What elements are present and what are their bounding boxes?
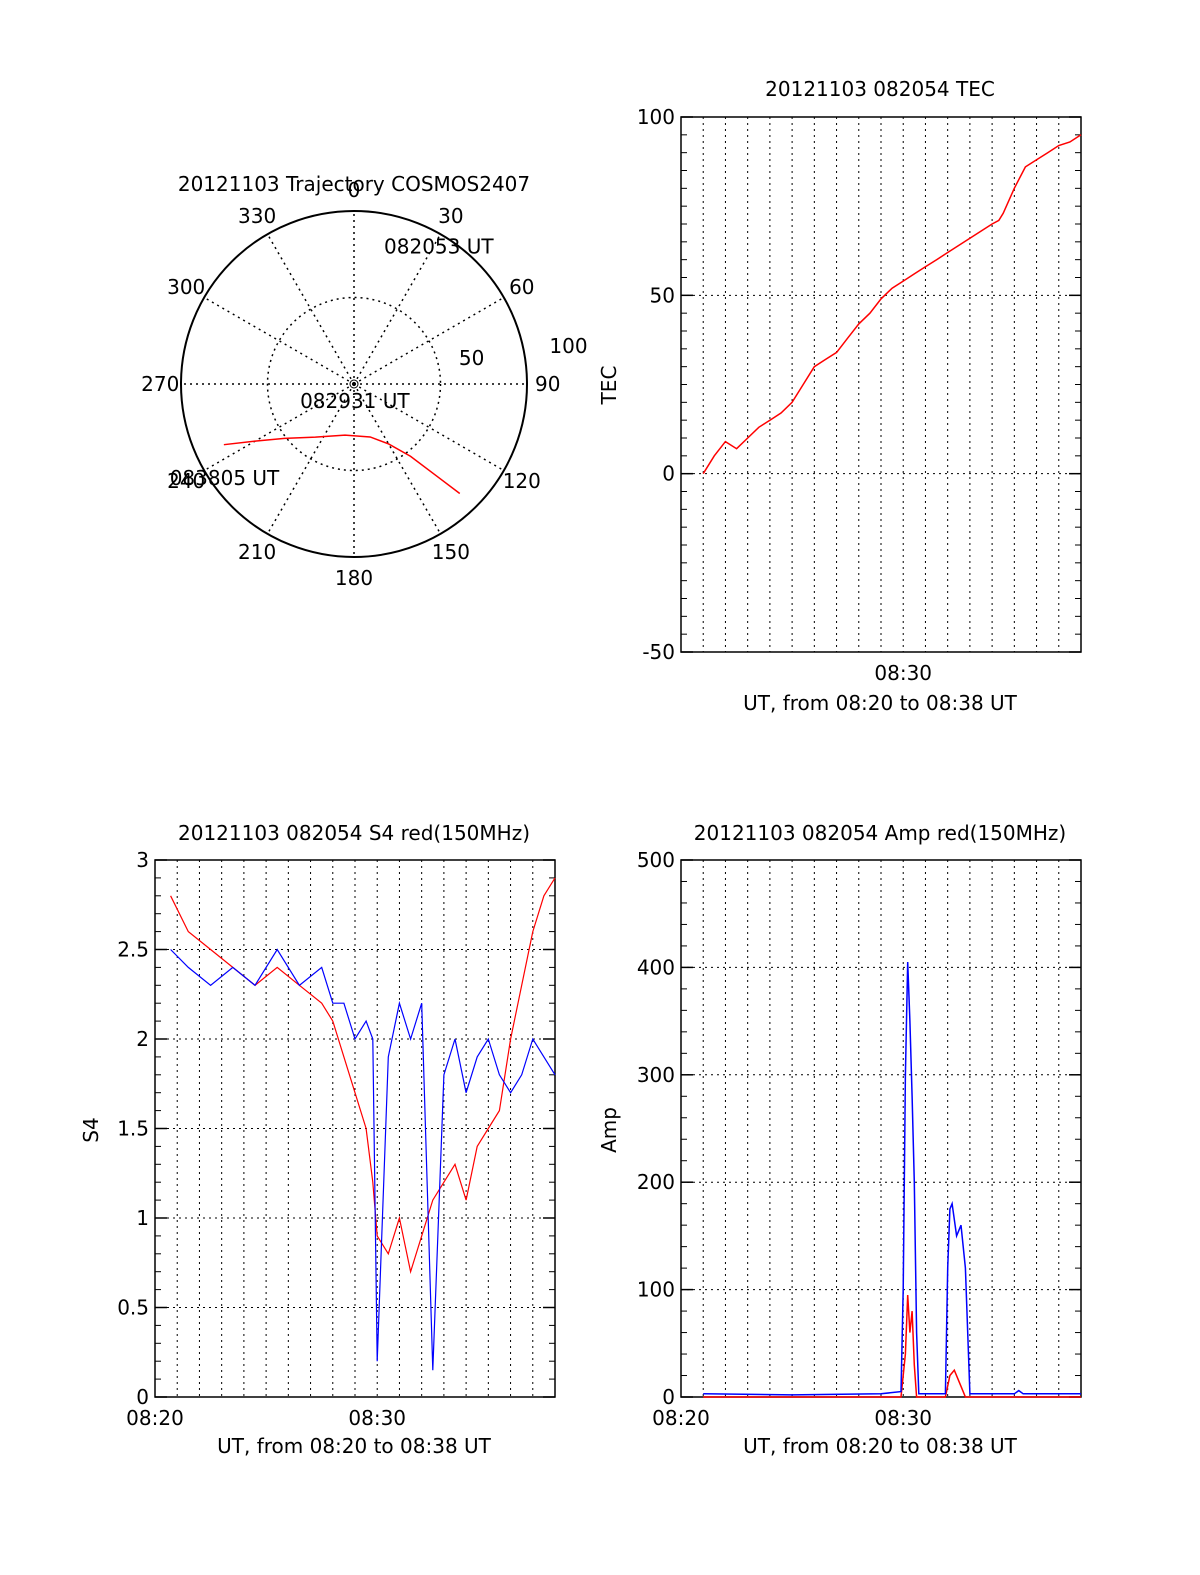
trajectory-time-label: 082053 UT	[384, 234, 494, 258]
series-line	[702, 134, 1082, 475]
s4-plot-area: 0 0.5 1 1.5 2 2.5 3 08:20 08:30	[117, 848, 556, 1430]
xtick-label: 08:30	[874, 1406, 932, 1430]
azimuth-label-0: 0	[348, 178, 361, 202]
ytick-label: 300	[637, 1063, 675, 1087]
xtick-label: 08:30	[348, 1406, 406, 1430]
s4-line-chart: 20121103 082054 S4 red(150MHz) UT, from …	[79, 821, 556, 1458]
xtick-label: 08:20	[652, 1406, 710, 1430]
trajectory-title: 20121103 Trajectory COSMOS2407	[178, 172, 530, 196]
s4-title: 20121103 082054 S4 red(150MHz)	[178, 821, 530, 845]
series-line	[170, 948, 556, 1371]
amp-line-chart: 20121103 082054 Amp red(150MHz) UT, from…	[597, 821, 1082, 1458]
tec-ylabel: TEC	[597, 366, 621, 406]
polar-spoke-210	[266, 383, 355, 535]
trajectory-time-label: 083805 UT	[170, 466, 280, 490]
polar-azimuth-labels: 0 30 60 90 120 150 180 210 240 270 300 330 50 100	[141, 178, 587, 590]
polar-center-marker	[349, 379, 359, 389]
polar-spoke-30	[353, 233, 442, 385]
ytick-label: 2.5	[117, 938, 149, 962]
polar-ring-50	[266, 296, 442, 472]
ytick-label: -50	[642, 640, 675, 664]
series-line	[703, 1294, 1081, 1398]
polar-spoke-60	[353, 296, 505, 385]
s4-xlabel: UT, from 08:20 to 08:38 UT	[217, 1434, 492, 1458]
ytick-label: 200	[637, 1170, 675, 1194]
radial-label-50: 50	[459, 346, 484, 370]
polar-spoke-150	[353, 383, 442, 535]
trajectory-time-label: 082931 UT	[300, 389, 410, 413]
xtick-label: 08:20	[126, 1406, 184, 1430]
azimuth-label-120: 120	[503, 469, 541, 493]
polar-grid	[180, 210, 528, 558]
series-line	[170, 877, 556, 1275]
azimuth-label-150: 150	[432, 540, 470, 564]
azimuth-label-90: 90	[535, 372, 560, 396]
polar-spoke-240	[203, 383, 355, 472]
azimuth-label-30: 30	[438, 204, 463, 228]
ytick-label: 0	[662, 462, 675, 486]
ytick-label: 1	[136, 1206, 149, 1230]
ytick-label: 50	[650, 283, 675, 307]
series-line	[703, 961, 1081, 1396]
polar-spoke-120	[353, 383, 505, 472]
polar-trajectory-series	[223, 434, 461, 495]
ytick-label: 100	[637, 1278, 675, 1302]
polar-spoke-300	[203, 296, 355, 385]
tec-plot-area: -50 0 50 100 08:30	[637, 105, 1082, 685]
ytick-label: 0	[136, 1385, 149, 1409]
s4-ylabel: S4	[79, 1117, 103, 1142]
azimuth-label-240: 240	[167, 469, 205, 493]
amp-title: 20121103 082054 Amp red(150MHz)	[694, 821, 1066, 845]
polar-spoke-330	[266, 233, 355, 385]
ytick-label: 400	[637, 955, 675, 979]
ytick-label: 0	[662, 1385, 675, 1409]
polar-time-annotations: 083805 UT 082931 UT 082053 UT	[170, 234, 495, 490]
amp-xlabel: UT, from 08:20 to 08:38 UT	[743, 1434, 1018, 1458]
ytick-label: 0.5	[117, 1296, 149, 1320]
ytick-label: 1.5	[117, 1117, 149, 1141]
azimuth-label-300: 300	[167, 275, 205, 299]
amp-plot-area: 0 100 200 300 400 500 08:20 08:30	[637, 848, 1082, 1430]
tec-line-chart: 20121103 082054 TEC UT, from 08:20 to 08…	[597, 77, 1082, 715]
azimuth-label-330: 330	[238, 204, 276, 228]
polar-outer-circle	[180, 210, 528, 558]
ytick-label: 3	[136, 848, 149, 872]
azimuth-label-210: 210	[238, 540, 276, 564]
plot-frame	[680, 116, 1082, 653]
azimuth-label-180: 180	[335, 566, 373, 590]
amp-ylabel: Amp	[597, 1107, 621, 1153]
trajectory-polar-chart: 20121103 Trajectory COSMOS2407 0 30 60 90 12…	[141, 172, 587, 590]
radial-label-100: 100	[549, 334, 587, 358]
azimuth-label-60: 60	[509, 275, 534, 299]
ytick-label: 100	[637, 105, 675, 129]
ytick-label: 500	[637, 848, 675, 872]
tec-xlabel: UT, from 08:20 to 08:38 UT	[743, 691, 1018, 715]
ytick-label: 2	[136, 1027, 149, 1051]
azimuth-label-270: 270	[141, 372, 179, 396]
tec-title: 20121103 082054 TEC	[765, 77, 995, 101]
xtick-label: 08:30	[874, 661, 932, 685]
trajectory-line	[223, 434, 461, 495]
